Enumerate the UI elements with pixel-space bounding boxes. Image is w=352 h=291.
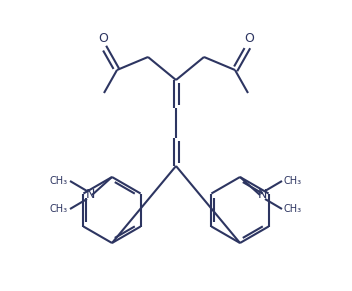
Text: CH₃: CH₃ <box>50 204 68 214</box>
Text: CH₃: CH₃ <box>284 204 302 214</box>
Text: O: O <box>98 32 108 45</box>
Text: O: O <box>244 32 254 45</box>
Text: N: N <box>85 189 95 201</box>
Text: CH₃: CH₃ <box>50 176 68 186</box>
Text: N: N <box>257 189 267 201</box>
Text: CH₃: CH₃ <box>284 176 302 186</box>
